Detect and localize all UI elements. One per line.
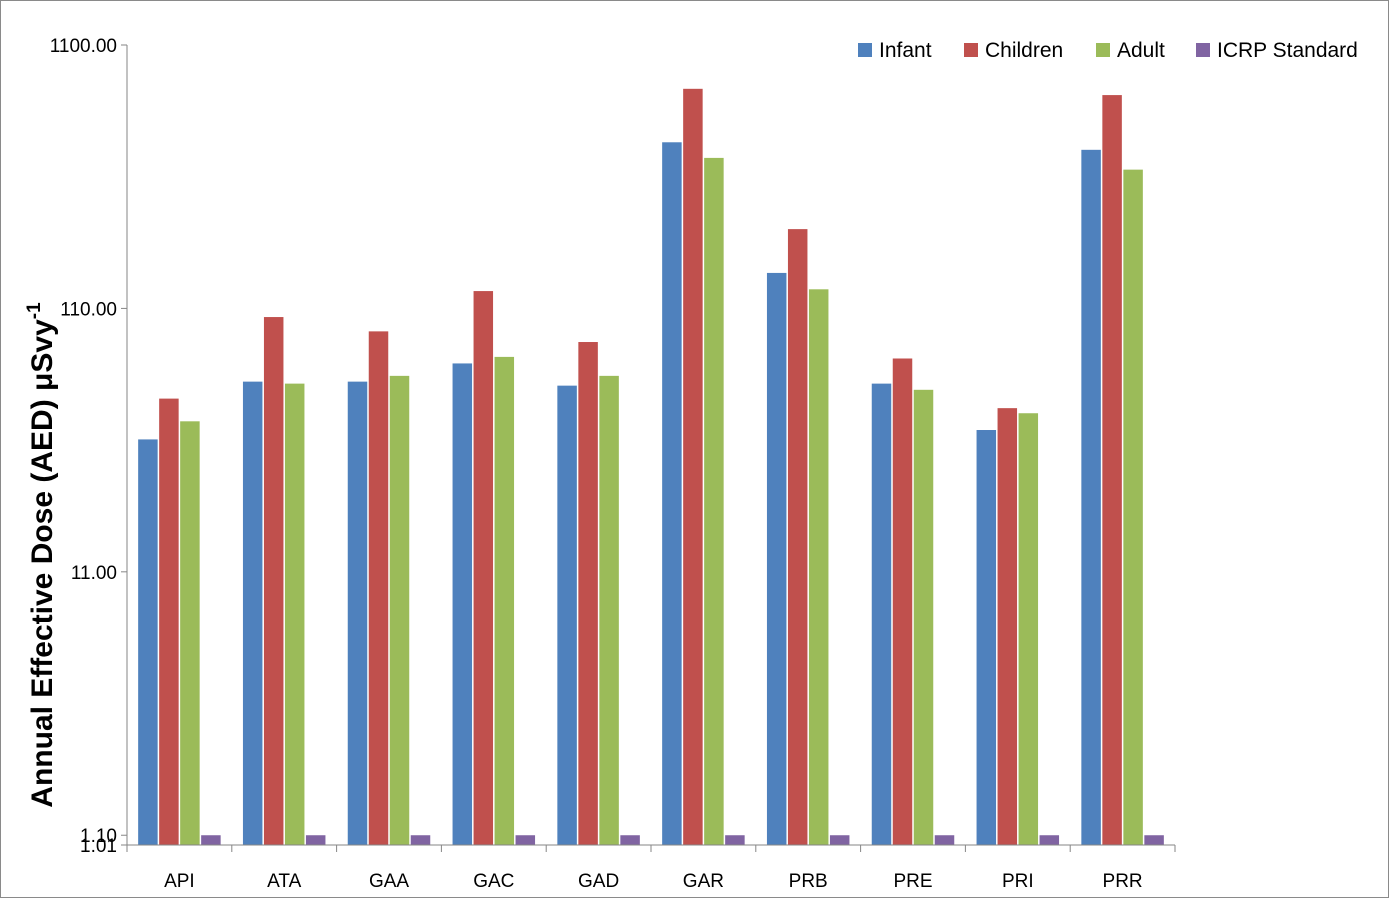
bar	[578, 342, 598, 845]
bars-group	[138, 88, 1164, 846]
y-axis-label: Annual Effective Dose (AED) μSvy-1	[24, 302, 59, 808]
bar	[305, 835, 326, 845]
x-category-label: GAD	[578, 871, 619, 892]
bar	[1018, 413, 1039, 845]
x-category-label: PRB	[789, 871, 828, 892]
bar	[1144, 835, 1164, 845]
legend-swatch	[964, 43, 978, 57]
legend-label: ICRP Standard	[1217, 39, 1358, 62]
x-ticks-group: API ATA GAA GAC GAD GAR PRB PRE PRI PRR	[126, 845, 1176, 892]
bar	[368, 331, 389, 845]
bar	[557, 385, 577, 845]
bar	[976, 430, 997, 845]
bar	[347, 381, 368, 845]
bar	[1081, 149, 1101, 846]
y-tick-label: 1.01	[80, 836, 117, 857]
bar	[138, 439, 158, 845]
bar	[913, 389, 934, 845]
bar	[829, 835, 850, 845]
bar	[494, 356, 515, 845]
legend-label: Adult	[1117, 39, 1165, 62]
bar	[620, 835, 640, 845]
legend: Infant Children Adult ICRP Standard	[858, 39, 1358, 62]
x-category-label: PRI	[1002, 871, 1034, 892]
bar	[410, 835, 431, 845]
y-axis-label-main: Annual Effective Dose (AED) μSvy	[26, 319, 59, 808]
bar	[662, 142, 682, 846]
bar	[389, 375, 410, 845]
x-category-label: API	[164, 871, 195, 892]
bar	[263, 317, 284, 846]
x-category-label: PRR	[1103, 871, 1143, 892]
x-category-label: GAC	[473, 871, 514, 892]
y-axis-label-superscript: -1	[24, 302, 45, 319]
legend-swatch	[1196, 43, 1210, 57]
y-ticks-group: 1.011.10 11.00 110.00 1100.00	[50, 36, 127, 857]
legend-label: Infant	[879, 39, 932, 62]
bar	[997, 408, 1018, 845]
bar	[1123, 169, 1143, 845]
bar	[787, 229, 808, 846]
bar	[704, 157, 724, 845]
x-category-label: GAA	[369, 871, 409, 892]
bar	[808, 289, 829, 845]
bar	[284, 383, 305, 845]
bar	[452, 363, 473, 845]
bar	[725, 835, 745, 845]
axes-group	[126, 45, 1175, 846]
legend-swatch	[858, 43, 872, 57]
y-tick-label: 1.10	[80, 826, 117, 847]
bar	[934, 835, 955, 845]
y-tick-label: 11.00	[71, 563, 117, 584]
bar	[1039, 835, 1060, 845]
legend-swatch	[1096, 43, 1110, 57]
bar	[201, 835, 221, 845]
bar	[683, 88, 703, 845]
x-category-label: ATA	[267, 871, 301, 892]
bar	[159, 398, 179, 845]
bar	[892, 358, 913, 845]
x-category-label: PRE	[893, 871, 932, 892]
bar	[473, 291, 494, 846]
bar	[871, 383, 892, 845]
y-tick-label: 110.00	[60, 299, 117, 320]
bar	[242, 381, 263, 845]
bar	[515, 835, 536, 845]
bar	[1102, 95, 1122, 845]
legend-label: Children	[985, 39, 1063, 62]
x-category-label: GAR	[683, 871, 724, 892]
y-tick-label: 1100.00	[50, 36, 117, 57]
bar	[599, 375, 619, 845]
bar	[180, 421, 200, 845]
bar	[766, 272, 787, 845]
